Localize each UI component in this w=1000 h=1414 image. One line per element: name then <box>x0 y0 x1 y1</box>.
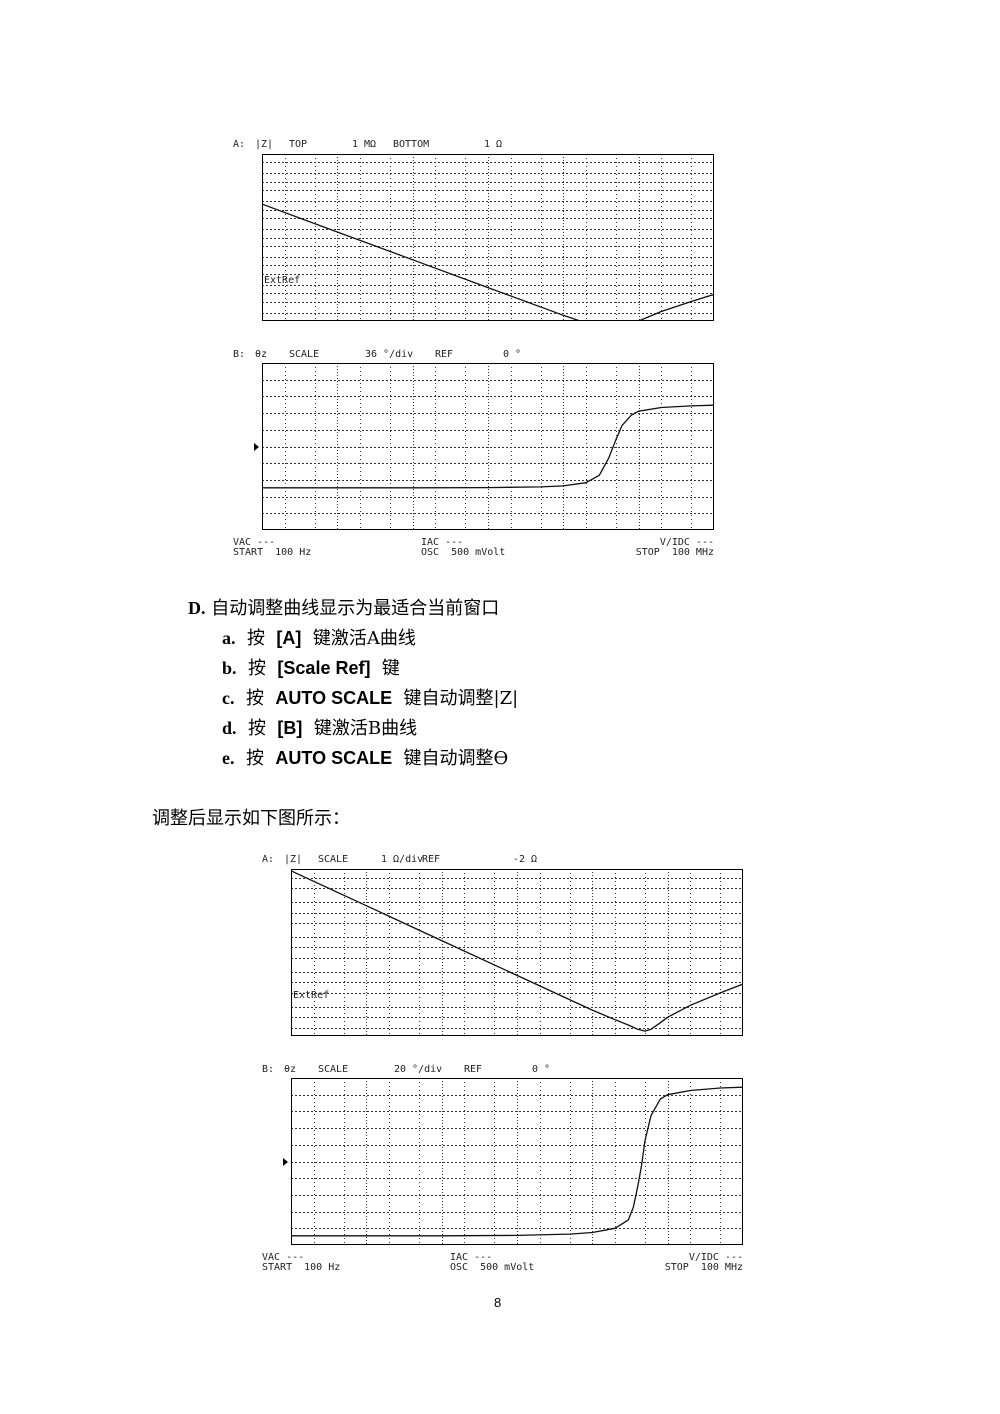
trace-chart <box>262 363 714 530</box>
analyzer-panel-p1: A: |Z| TOP 1 MΩ BOTTOM 1 Ω ExtRef <box>233 140 723 355</box>
step-label: b. <box>222 658 237 678</box>
step-pre: 按 <box>245 748 264 769</box>
header-f1: SCALE <box>318 1064 349 1075</box>
measurement-trace <box>262 203 714 321</box>
step-pre: 按 <box>246 628 265 649</box>
footer-iac: IAC --- <box>450 1252 493 1263</box>
after-adjust-text: 调整后显示如下图所示： <box>152 808 350 829</box>
analyzer-panel-p4: B: θz SCALE 20 °/div REF 0 ° VAC --- START 100 … <box>262 1065 752 1280</box>
step-item: a. 按 [A] 键激活A曲线 <box>222 627 416 650</box>
header-f1: TOP <box>289 139 308 150</box>
footer-start: START 100 Hz <box>233 547 312 558</box>
header-param: θz <box>255 349 268 360</box>
header-trace: A: <box>233 139 246 150</box>
step-label: a. <box>222 628 236 648</box>
footer-osc: OSC 500 mVolt <box>450 1262 535 1273</box>
plot-area <box>291 869 743 1036</box>
reference-marker-icon <box>254 442 259 451</box>
trace-chart <box>291 869 743 1036</box>
header-v2: 1 Ω <box>484 139 503 150</box>
header-trace: B: <box>262 1064 275 1075</box>
key-name: [A] <box>276 628 302 648</box>
step-post: 键自动调整Ө <box>403 748 509 769</box>
reference-marker-icon <box>283 1157 288 1166</box>
step-pre: 按 <box>247 718 266 739</box>
step-pre: 按 <box>247 658 266 679</box>
footer-stop: STOP 100 MHz <box>635 547 714 558</box>
step-label: c. <box>222 688 235 708</box>
heading-text: 自动调整曲线显示为最适合当前窗口 <box>211 598 500 619</box>
trace-chart <box>262 154 714 321</box>
header-f2: REF <box>422 854 441 865</box>
plot-frame <box>291 869 743 1036</box>
footer-iac: IAC --- <box>421 537 464 548</box>
heading-label: D. <box>188 598 206 618</box>
trace-chart <box>291 1078 743 1245</box>
extref-label: ExtRef <box>293 990 330 1001</box>
measurement-trace <box>291 1086 743 1237</box>
plot-frame <box>262 154 714 321</box>
measurement-trace <box>291 870 743 1032</box>
header-v1: 1 MΩ <box>352 139 377 150</box>
header-param: |Z| <box>255 139 274 150</box>
step-item: c. 按 AUTO SCALE 键自动调整|Z| <box>222 687 518 710</box>
header-trace: B: <box>233 349 246 360</box>
header-trace: A: <box>262 854 275 865</box>
step-item: d. 按 [B] 键激活B曲线 <box>222 717 417 740</box>
step-pre: 按 <box>245 688 264 709</box>
footer-vidc: V/IDC --- <box>659 537 714 548</box>
extref-label: ExtRef <box>264 275 301 286</box>
key-name: AUTO SCALE <box>275 748 393 768</box>
header-v1: 36 °/div <box>365 349 414 360</box>
measurement-trace <box>262 404 714 489</box>
key-name: [B] <box>277 718 303 738</box>
header-param: |Z| <box>284 854 303 865</box>
key-name: [Scale Ref] <box>277 658 371 678</box>
step-item: e. 按 AUTO SCALE 键自动调整Ө <box>222 747 508 770</box>
footer-vidc: V/IDC --- <box>688 1252 743 1263</box>
header-f2: BOTTOM <box>393 139 430 150</box>
step-post: 键自动调整|Z| <box>403 688 519 709</box>
plot-area <box>291 1078 743 1245</box>
header-v2: 0 ° <box>503 349 522 360</box>
header-v2: -2 Ω <box>513 854 538 865</box>
step-label: e. <box>222 748 235 768</box>
plot-frame <box>291 1078 743 1245</box>
page-number: 8 <box>494 1295 502 1310</box>
plot-area <box>262 363 714 530</box>
step-post: 键 <box>381 658 400 679</box>
header-v1: 1 Ω/div <box>381 854 424 865</box>
analyzer-panel-p2: B: θz SCALE 36 °/div REF 0 ° VAC --- START 100 … <box>233 350 723 565</box>
header-f1: SCALE <box>289 349 320 360</box>
step-label: d. <box>222 718 237 738</box>
footer-stop: STOP 100 MHz <box>664 1262 743 1273</box>
footer-start: START 100 Hz <box>262 1262 341 1273</box>
plot-area <box>262 154 714 321</box>
header-param: θz <box>284 1064 297 1075</box>
footer-vac: VAC --- <box>262 1252 305 1263</box>
step-post: 键激活A曲线 <box>312 628 416 649</box>
header-v1: 20 °/div <box>394 1064 443 1075</box>
section-heading: D. 自动调整曲线显示为最适合当前窗口 <box>188 597 499 620</box>
header-f2: REF <box>435 349 454 360</box>
footer-osc: OSC 500 mVolt <box>421 547 506 558</box>
key-name: AUTO SCALE <box>275 688 393 708</box>
step-item: b. 按 [Scale Ref] 键 <box>222 657 400 680</box>
header-f1: SCALE <box>318 854 349 865</box>
step-post: 键激活B曲线 <box>313 718 418 739</box>
header-f2: REF <box>464 1064 483 1075</box>
header-v2: 0 ° <box>532 1064 551 1075</box>
plot-frame <box>262 363 714 530</box>
footer-vac: VAC --- <box>233 537 276 548</box>
analyzer-panel-p3: A: |Z| SCALE 1 Ω/div REF -2 Ω ExtRef <box>262 855 752 1070</box>
